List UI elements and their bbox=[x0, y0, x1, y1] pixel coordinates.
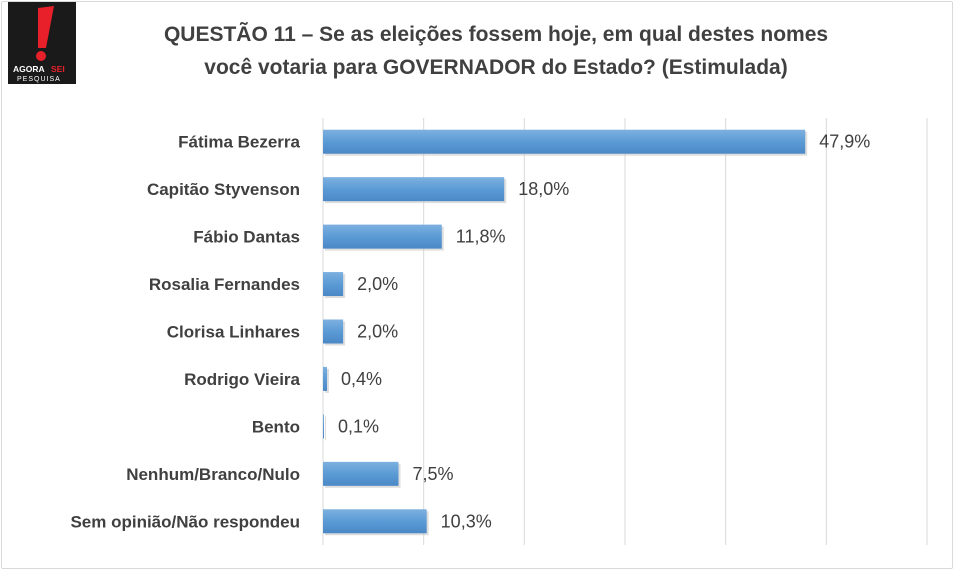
bar bbox=[323, 129, 806, 154]
bar bbox=[323, 319, 344, 344]
data-label: 2,0% bbox=[357, 322, 398, 342]
title-line-2: você votaria para GOVERNADOR do Estado? … bbox=[204, 56, 788, 79]
logo-brand-accent: SEI bbox=[51, 64, 65, 74]
data-label: 11,8% bbox=[456, 227, 506, 247]
category-label: Bento bbox=[252, 417, 300, 436]
bar bbox=[323, 414, 325, 439]
category-label: Rosalia Fernandes bbox=[149, 275, 300, 294]
bar bbox=[323, 224, 442, 249]
data-label: 10,3% bbox=[441, 511, 492, 531]
agorasei-logo: AGORA SEI PESQUISA bbox=[8, 2, 76, 84]
data-label: 7,5% bbox=[413, 464, 454, 484]
data-label: 18,0% bbox=[518, 179, 569, 199]
logo-sub-text: PESQUISA bbox=[17, 76, 61, 83]
bar bbox=[323, 461, 399, 486]
bar bbox=[323, 366, 328, 391]
category-label: Sem opinião/Não respondeu bbox=[70, 512, 300, 531]
category-label: Fábio Dantas bbox=[193, 228, 300, 247]
category-label: Nenhum/Branco/Nulo bbox=[126, 465, 300, 484]
title-line-1: QUESTÃO 11 – Se as eleições fossem hoje,… bbox=[163, 23, 829, 46]
bar bbox=[323, 177, 505, 202]
data-label: 0,4% bbox=[341, 369, 382, 389]
bar-shadow bbox=[325, 416, 327, 441]
bar bbox=[323, 272, 344, 297]
category-label: Clorisa Linhares bbox=[167, 323, 300, 342]
bar bbox=[323, 509, 427, 534]
logo-brand-text: AGORA bbox=[13, 64, 45, 74]
data-label: 47,9% bbox=[819, 132, 870, 152]
category-label: Capitão Styvenson bbox=[147, 180, 300, 199]
category-label: Fátima Bezerra bbox=[178, 133, 300, 152]
data-label: 0,1% bbox=[338, 416, 379, 436]
category-label: Rodrigo Vieira bbox=[184, 370, 300, 389]
data-label: 2,0% bbox=[357, 274, 398, 294]
chart-title: QUESTÃO 11 – Se as eleições fossem hoje,… bbox=[96, 18, 896, 84]
